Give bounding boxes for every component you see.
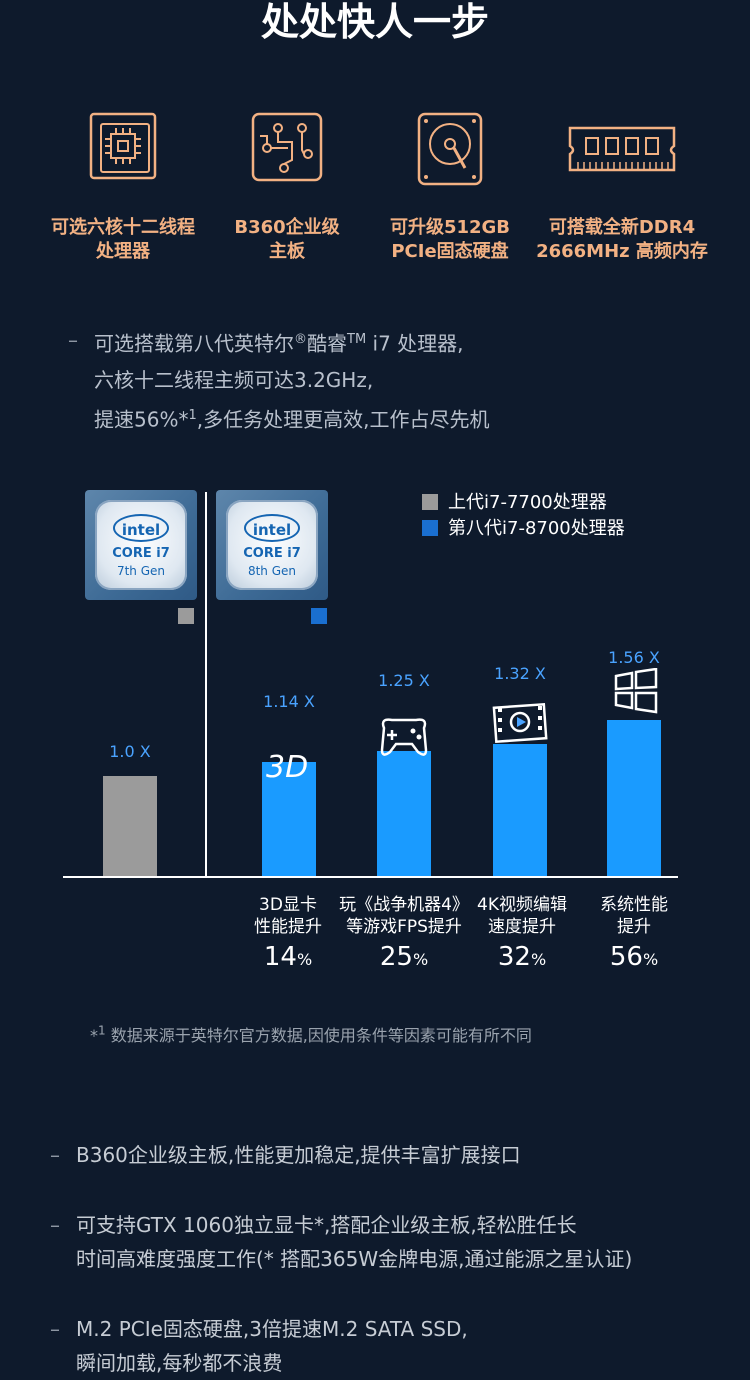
feature-cpu-label: 可选六核十二线程 处理器 (51, 217, 195, 262)
feature-ram-label: 可搭载全新DDR4 2666MHz 高频内存 (536, 217, 708, 262)
percent-gaming: 25% (379, 942, 429, 972)
performance-chart: intel CORE i7 7th Gen intel CORE i7 8th … (0, 480, 750, 1000)
dash-marker: – (50, 1317, 60, 1341)
intel-7th-gen-badge: intel CORE i7 7th Gen (85, 490, 197, 600)
gamepad-icon (374, 714, 434, 764)
bar-value-label-2: 1.25 X (378, 671, 430, 690)
bar-0 (103, 776, 157, 876)
3d-icon: 3D (266, 750, 309, 785)
feature-ssd-label: 可升级512GB PCIe固态硬盘 (389, 217, 511, 262)
bar-1 (262, 762, 316, 876)
legend-item-prev-gen: 上代i7-7700处理器 (422, 488, 607, 514)
bullet-graphics: – 可支持GTX 1060独立显卡*,搭配企业级主板,轻松胜任长 时间高难度强度… (50, 1208, 730, 1276)
windows-icon (612, 667, 660, 718)
percent-system: 56% (609, 942, 659, 972)
x-axis (63, 876, 678, 878)
desc-line-1: 可选搭载第八代英特尔®酷睿TM i7 处理器, (94, 331, 464, 356)
dash-marker: – (68, 328, 78, 352)
category-label-gaming: 玩《战争机器4》 等游戏FPS提升 (339, 895, 469, 937)
category-label-3d: 3D显卡 性能提升 (254, 895, 322, 937)
motherboard-icon (232, 110, 342, 190)
category-label-video: 4K视频编辑 速度提升 (477, 895, 567, 937)
feature-motherboard: B360企业级 主板 (192, 110, 382, 264)
feature-motherboard-label: B360企业级 主板 (234, 217, 340, 262)
footnote: *1 数据来源于英特尔官方数据,因使用条件等因素可能有所不同 (90, 1023, 532, 1045)
feature-ssd: 可升级512GB PCIe固态硬盘 (355, 110, 545, 264)
bullet-motherboard: – B360企业级主板,性能更加稳定,提供丰富扩展接口 (50, 1138, 730, 1172)
ram-icon (562, 110, 682, 190)
bar-value-label-4: 1.56 X (608, 648, 660, 667)
bar-3 (493, 744, 547, 876)
bar-value-label-0: 1.0 X (109, 742, 151, 761)
legend-item-8th-gen: 第八代i7-8700处理器 (422, 514, 625, 540)
chart-divider (205, 492, 207, 878)
bullet-ssd: – M.2 PCIe固态硬盘,3倍提速M.2 SATA SSD, 瞬间加载,每秒… (50, 1312, 730, 1380)
bar-2 (377, 751, 431, 876)
bar-value-label-3: 1.32 X (494, 664, 546, 683)
desc-line-2: 六核十二线程主频可达3.2GHz, (94, 367, 374, 392)
feature-cpu: 可选六核十二线程 处理器 (28, 110, 218, 264)
percent-video: 32% (497, 942, 547, 972)
category-label-system: 系统性能 提升 (600, 895, 668, 937)
percent-3d: 14% (263, 942, 313, 972)
feature-ram: 可搭载全新DDR4 2666MHz 高频内存 (527, 110, 717, 264)
processor-description: – 可选搭载第八代英特尔®酷睿TM i7 处理器, 六核十二线程主频可达3.2G… (68, 322, 708, 437)
gray-swatch (178, 608, 194, 624)
dash-marker: – (50, 1143, 60, 1167)
intel-8th-gen-badge: intel CORE i7 8th Gen (216, 490, 328, 600)
blue-swatch (311, 608, 327, 624)
feature-row: 可选六核十二线程 处理器 B360企业级 主板 (0, 110, 750, 280)
cpu-icon (68, 110, 178, 190)
dash-marker: – (50, 1213, 60, 1237)
page-title: 处处快人一步 (260, 0, 489, 44)
desc-line-3: 提速56%*1,多任务处理更高效,工作占尽先机 (94, 407, 490, 432)
bar-4 (607, 720, 661, 876)
hard-disk-icon (395, 110, 505, 190)
video-icon (492, 700, 548, 748)
bar-value-label-1: 1.14 X (263, 692, 315, 711)
